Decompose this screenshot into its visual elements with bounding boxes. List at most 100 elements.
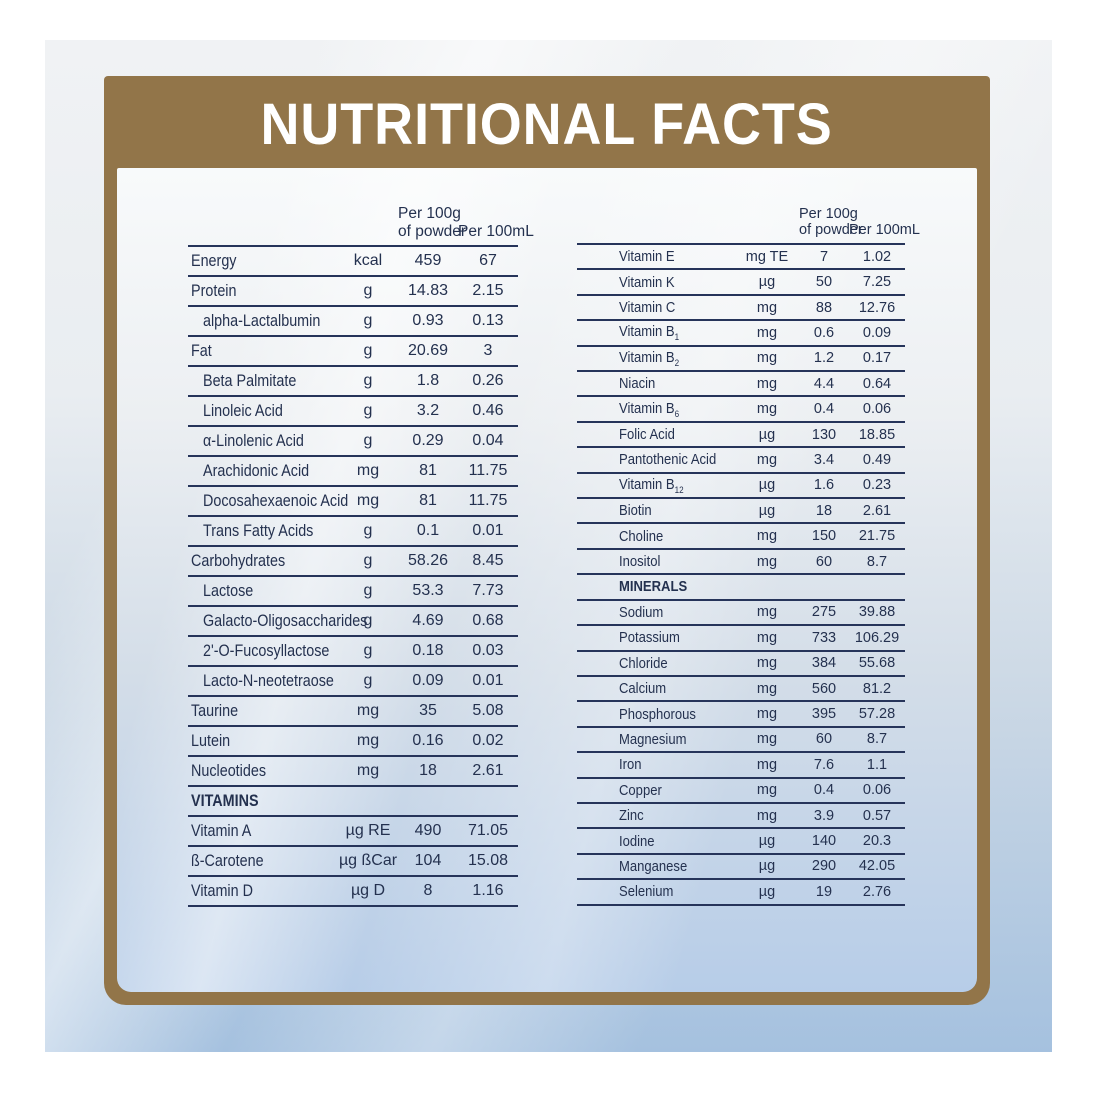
nutrient-unit: mg — [756, 706, 778, 723]
nutrient-label: Manganese — [619, 857, 688, 875]
per-100ml-value: 67 — [479, 252, 497, 269]
nutrient-unit: µg — [758, 833, 776, 850]
nutrient-unit: mg — [356, 462, 380, 479]
per-100ml-value: 0.06 — [862, 401, 892, 418]
per-100g-value: 0.16 — [412, 732, 444, 749]
nutrient-unit: g — [363, 282, 373, 299]
per-100ml-header: Per 100mL — [458, 222, 534, 240]
nutrient-row: Niacin mg 4.4 0.64 — [577, 372, 905, 398]
nutrient-label: Vitamin B12 — [619, 475, 684, 495]
per-100g-value: 35 — [419, 702, 437, 719]
per-100g-value: 0.4 — [813, 401, 835, 418]
nutrient-row: Vitamin B2 mg 1.2 0.17 — [577, 347, 905, 373]
nutrient-label: Potassium — [619, 629, 680, 647]
per-100g-column-header: Per 100g of powder — [799, 205, 863, 238]
nutrient-row: Biotin µg 18 2.61 — [577, 499, 905, 525]
nutrition-table-right: Per 100g of powder Per 100mL Vitamin E mg… — [577, 168, 920, 906]
per-100ml-value: 0.57 — [862, 807, 892, 824]
nutrient-unit: mg — [756, 528, 778, 545]
nutrient-row: Vitamin B12 µg 1.6 0.23 — [577, 474, 905, 500]
per-100g-value: 20.69 — [407, 342, 449, 359]
per-100g-value: 0.93 — [412, 312, 444, 329]
per-100g-value: 0.1 — [416, 522, 440, 539]
nutrient-label: Iodine — [619, 832, 655, 850]
nutrient-label: ß-Carotene — [191, 851, 264, 870]
nutrient-unit: kcal — [353, 252, 383, 269]
per-100ml-value: 0.17 — [862, 350, 892, 367]
nutrient-row: Nucleotides mg 18 2.61 — [188, 757, 518, 787]
per-100g-value: 1.8 — [416, 372, 440, 389]
per-100ml-value: 7.73 — [472, 582, 504, 599]
nutrient-label: Copper — [619, 781, 662, 799]
per-100ml-value: 7.25 — [862, 274, 892, 291]
nutrient-unit: mg — [756, 401, 778, 418]
table-header-right: Per 100g of powder Per 100mL — [577, 168, 920, 245]
per-100ml-value: 2.61 — [862, 502, 892, 519]
per-100g-value: 560 — [811, 680, 837, 697]
nutrient-row: Vitamin A µg RE 490 71.05 — [188, 817, 518, 847]
table-header-left: Per 100g of powder Per 100mL — [188, 168, 534, 247]
nutrient-row: Fat g 20.69 3 — [188, 337, 518, 367]
per-100ml-column-header: Per 100mL — [849, 221, 920, 238]
nutrient-unit: mg — [756, 350, 778, 367]
nutrient-unit: mg — [756, 807, 778, 824]
per-100g-value: 60 — [815, 553, 833, 570]
nutrient-row: Vitamin K µg 50 7.25 — [577, 270, 905, 296]
nutrient-unit: mg TE — [745, 248, 789, 265]
nutrient-unit: µg RE — [345, 822, 391, 839]
per-100ml-value: 0.06 — [862, 782, 892, 799]
per-100g-value: 4.4 — [813, 375, 835, 392]
nutrient-row: Trans Fatty Acids g 0.1 0.01 — [188, 517, 518, 547]
per-100g-value: 0.4 — [813, 782, 835, 799]
nutrient-row: Lutein mg 0.16 0.02 — [188, 727, 518, 757]
nutrient-label: Fat — [191, 341, 212, 360]
per-100ml-value: 71.05 — [467, 822, 509, 839]
nutrient-unit: µg — [758, 477, 776, 494]
nutrient-label: Carbohydrates — [191, 551, 286, 570]
per-100g-value: 384 — [811, 655, 837, 672]
nutrient-label: Chloride — [619, 654, 668, 672]
nutrient-label: Magnesium — [619, 730, 687, 748]
nutrient-unit: µg — [758, 426, 776, 443]
per-100ml-column-header: Per 100mL — [458, 222, 534, 240]
nutrient-unit: g — [363, 612, 373, 629]
nutrient-unit: µg D — [350, 882, 386, 899]
per-100g-value: 8 — [423, 882, 433, 899]
nutrient-row: Iodine µg 140 20.3 — [577, 829, 905, 855]
per-100g-header-line2: of powder — [799, 221, 863, 238]
per-100g-value: 1.6 — [813, 477, 835, 494]
nutrient-unit: mg — [756, 782, 778, 799]
per-100ml-value: 2.61 — [472, 762, 504, 779]
nutrient-label: Pantothenic Acid — [619, 451, 717, 469]
per-100g-header-line1: Per 100g — [799, 205, 858, 222]
nutrient-label: Linoleic Acid — [203, 401, 283, 420]
per-100ml-value: 39.88 — [858, 604, 896, 621]
per-100ml-value: 0.01 — [472, 672, 504, 689]
table-body-left: Energy kcal 459 67 Protein g 14.83 2.15 alpha-La… — [188, 247, 518, 907]
page-title: NUTRITIONAL FACTS — [260, 91, 834, 157]
per-100ml-header: Per 100mL — [849, 221, 920, 238]
nutrient-row: Carbohydrates g 58.26 8.45 — [188, 547, 518, 577]
per-100g-value: 733 — [811, 629, 837, 646]
nutrient-unit: g — [363, 312, 373, 329]
nutrient-row: 2'-O-Fucosyllactose g 0.18 0.03 — [188, 637, 518, 667]
nutrient-label: Vitamin B1 — [619, 323, 680, 343]
per-100g-value: 81 — [419, 462, 437, 479]
nutrient-label: 2'-O-Fucosyllactose — [203, 641, 330, 660]
nutrient-unit: g — [363, 552, 373, 569]
nutrient-row: Copper mg 0.4 0.06 — [577, 779, 905, 804]
nutrient-label: Phosphorous — [619, 705, 696, 723]
per-100ml-value: 2.15 — [472, 282, 504, 299]
nutrient-label: Taurine — [191, 701, 239, 720]
nutrient-unit: mg — [756, 299, 778, 316]
per-100ml-value: 0.09 — [862, 324, 892, 341]
nutrient-row: Pantothenic Acid mg 3.4 0.49 — [577, 448, 905, 474]
per-100ml-value: 2.76 — [862, 883, 892, 900]
per-100ml-value: 81.2 — [862, 680, 892, 697]
nutrient-label: Vitamin K — [619, 273, 675, 291]
nutrient-row: Chloride mg 384 55.68 — [577, 652, 905, 677]
per-100g-value: 130 — [811, 426, 837, 443]
nutrient-row: alpha-Lactalbumin g 0.93 0.13 — [188, 307, 518, 337]
nutrient-unit: mg — [756, 375, 778, 392]
per-100g-value: 81 — [419, 492, 437, 509]
